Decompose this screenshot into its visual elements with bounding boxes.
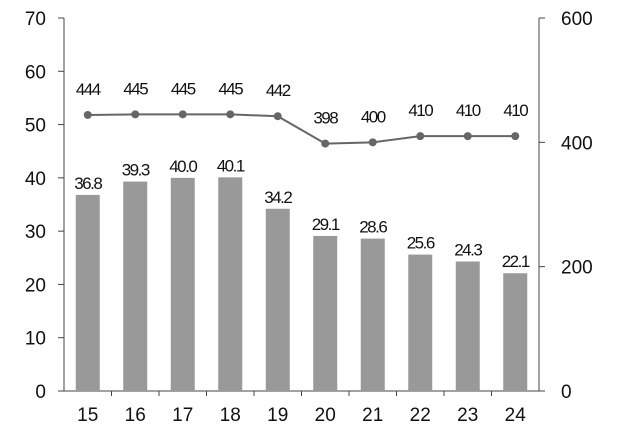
bar-value-label: 40.1 xyxy=(217,156,245,175)
right-tick-label: 0 xyxy=(561,382,572,403)
x-tick-label: 22 xyxy=(410,405,431,426)
line-path xyxy=(87,113,516,145)
line-point xyxy=(131,110,140,119)
x-tick-label: 21 xyxy=(362,405,383,426)
bar-value-label: 34.2 xyxy=(264,188,292,207)
left-tick-label: 60 xyxy=(25,62,46,83)
line-point xyxy=(511,132,520,141)
line-value-label: 445 xyxy=(218,79,243,98)
x-tick-label: 15 xyxy=(77,405,98,426)
x-tick-label: 17 xyxy=(172,405,193,426)
left-tick-label: 0 xyxy=(35,382,46,403)
right-tick-label: 400 xyxy=(561,133,593,154)
bar xyxy=(265,208,290,391)
line-point xyxy=(463,132,472,141)
bar xyxy=(218,177,243,391)
line-point xyxy=(273,112,282,121)
line-point xyxy=(226,110,235,119)
data-labels: 36.8 39.3 40.0 40.1 34.2 29.1 28.6 25.6 24.3 22.1… xyxy=(74,79,531,271)
bar xyxy=(170,177,195,391)
x-tick-label: 16 xyxy=(125,405,146,426)
line-value-label: 410 xyxy=(503,101,528,120)
x-tick-label: 23 xyxy=(457,405,478,426)
bar xyxy=(313,235,338,391)
tick-labels: 0 10 20 30 40 50 60 70 0 200 400 600 15 16 17 18 19 20 21 2… xyxy=(25,9,593,426)
line-value-label: 410 xyxy=(456,101,481,120)
left-tick-label: 50 xyxy=(25,116,46,137)
line-series xyxy=(83,110,520,148)
bar xyxy=(408,254,433,391)
bar-series xyxy=(75,177,528,391)
x-tick-label: 19 xyxy=(267,405,288,426)
bar-value-label: 29.1 xyxy=(312,215,340,234)
left-tick-label: 40 xyxy=(25,169,46,190)
line-point xyxy=(83,110,92,119)
x-tick-label: 18 xyxy=(220,405,241,426)
bar-value-label: 24.3 xyxy=(454,241,482,260)
bar xyxy=(360,238,385,391)
line-value-label: 442 xyxy=(266,81,291,100)
line-point xyxy=(416,132,425,141)
line-value-label: 398 xyxy=(313,109,338,128)
x-tick-label: 24 xyxy=(505,405,527,426)
bar-value-label: 39.3 xyxy=(122,161,150,180)
bar xyxy=(503,273,528,391)
bar xyxy=(123,181,148,391)
bar xyxy=(75,194,100,391)
line-value-label: 445 xyxy=(171,79,196,98)
bar-value-label: 22.1 xyxy=(502,252,530,271)
line-value-label: 410 xyxy=(408,101,433,120)
line-point xyxy=(321,139,330,148)
right-tick-label: 200 xyxy=(561,258,593,279)
line-point xyxy=(368,138,377,147)
left-tick-label: 30 xyxy=(25,222,46,243)
left-tick-label: 70 xyxy=(25,9,46,30)
line-value-label: 444 xyxy=(76,80,101,99)
bar-value-label: 28.6 xyxy=(359,218,387,237)
line-value-label: 400 xyxy=(361,107,386,126)
bar-value-label: 25.6 xyxy=(407,234,435,253)
bar xyxy=(455,261,480,391)
x-tick-label: 20 xyxy=(315,405,336,426)
bar-value-label: 40.0 xyxy=(169,157,197,176)
line-value-label: 445 xyxy=(123,79,148,98)
bar-value-label: 36.8 xyxy=(74,174,102,193)
line-point xyxy=(178,110,187,119)
left-tick-label: 10 xyxy=(25,329,46,350)
left-tick-label: 20 xyxy=(25,275,46,296)
right-tick-label: 600 xyxy=(561,9,593,30)
